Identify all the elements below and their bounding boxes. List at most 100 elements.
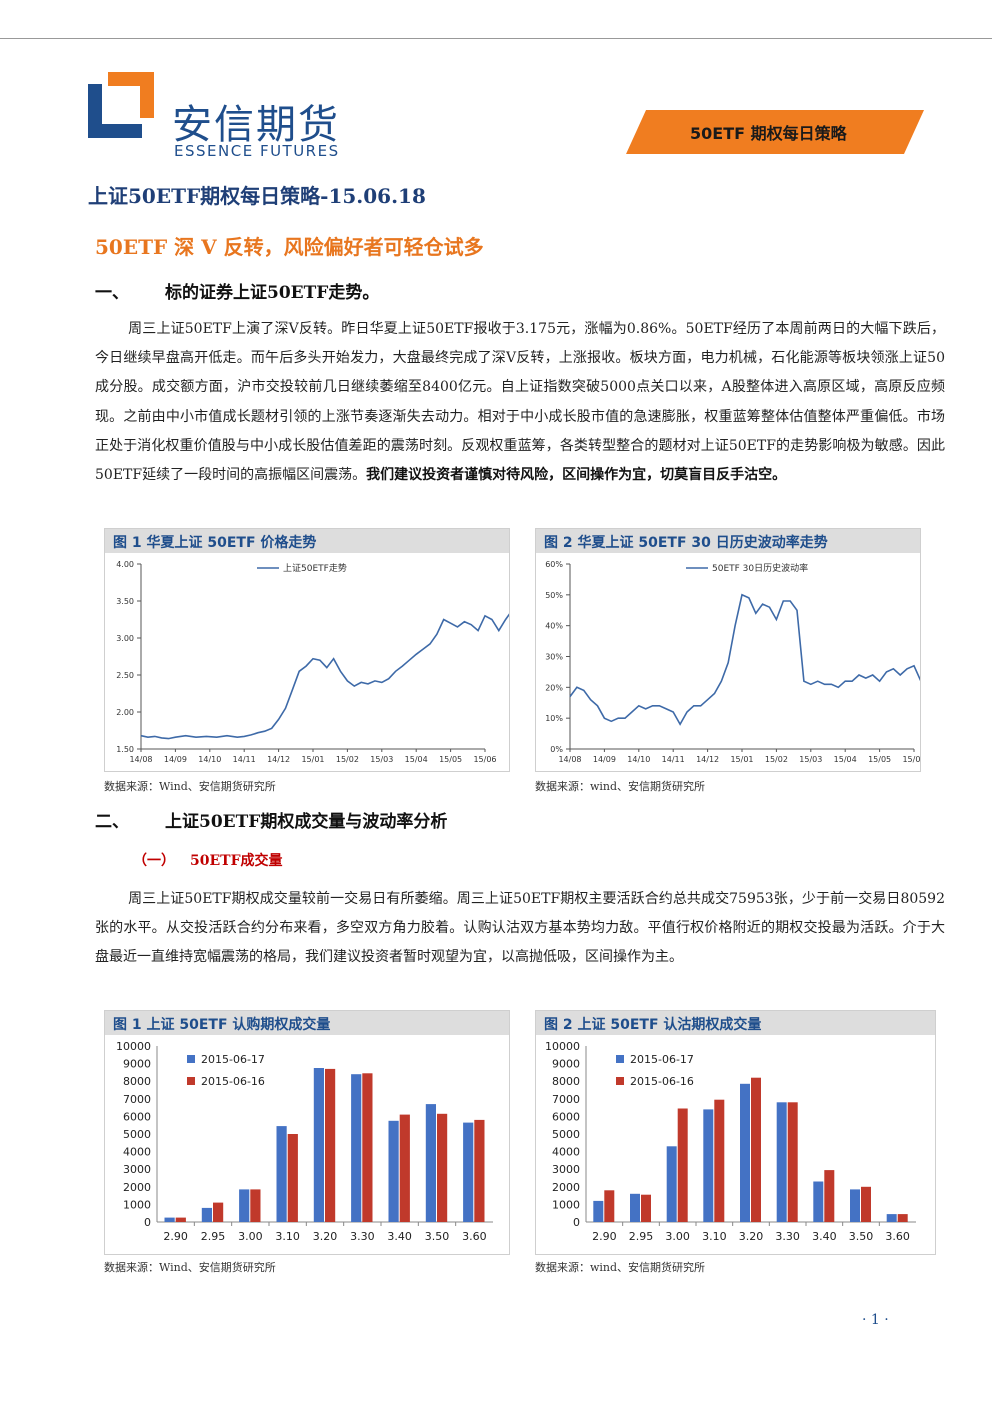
- bar-2015-06-17: [630, 1193, 640, 1222]
- x-tick-label: 3.40: [387, 1230, 412, 1243]
- x-tick-label: 14/08: [558, 755, 581, 764]
- x-tick-label: 15/05: [868, 755, 891, 764]
- bar-2015-06-16: [437, 1113, 448, 1222]
- section2-text: 周三上证50ETF期权成交量较前一交易日有所萎缩。周三上证50ETF期权主要活跃…: [95, 891, 945, 966]
- x-tick-label: 3.30: [350, 1230, 375, 1243]
- x-tick-label: 14/12: [696, 755, 719, 764]
- brand-name-cn: 安信期货: [172, 102, 340, 148]
- bar-2015-06-16: [250, 1189, 261, 1222]
- figure-title: 图 2 华夏上证 50ETF 30 日历史波动率走势: [544, 535, 828, 551]
- bar-2015-06-17: [239, 1189, 250, 1222]
- document-title: 上证50ETF期权每日策略-15.06.18: [88, 184, 426, 208]
- legend-label: 2015-06-16: [630, 1075, 694, 1088]
- bar-2015-06-17: [886, 1214, 897, 1222]
- bar-2015-06-16: [641, 1194, 651, 1222]
- y-tick-label: 1000: [552, 1198, 580, 1211]
- y-tick-label: 8000: [552, 1075, 580, 1088]
- figure-source: 数据来源：Wind、安信期货研究所: [104, 1261, 276, 1274]
- legend-label: 2015-06-17: [201, 1053, 265, 1066]
- essence-futures-logo: [88, 72, 154, 138]
- bar-2015-06-17: [164, 1217, 175, 1222]
- bar-2015-06-16: [213, 1202, 224, 1222]
- bar-2015-06-17: [201, 1207, 212, 1222]
- x-tick-label: 15/06: [902, 755, 920, 764]
- x-tick-label: 3.10: [275, 1230, 300, 1243]
- x-tick-label: 14/11: [233, 755, 256, 764]
- bar-2015-06-16: [287, 1134, 298, 1222]
- call-volume-bar-chart: 1000090008000700060005000400030002000100…: [116, 1040, 493, 1243]
- put-volume-bar-chart: 1000090008000700060005000400030002000100…: [545, 1040, 916, 1243]
- figure-source: 数据来源：wind、安信期货研究所: [535, 1261, 706, 1274]
- bar-2015-06-16: [362, 1073, 373, 1222]
- x-tick-label: 15/01: [301, 755, 324, 764]
- bar-2015-06-17: [388, 1120, 399, 1222]
- y-tick-label: 3000: [123, 1163, 151, 1176]
- x-tick-label: 3.40: [812, 1230, 837, 1243]
- volatility-line-chart: 60% 50% 40% 30% 20% 10% 0%14/08 14/09 14/10 14/11…: [545, 560, 920, 764]
- bar-2015-06-17: [776, 1102, 787, 1222]
- bar-2015-06-16: [175, 1217, 186, 1222]
- y-tick-label: 60%: [545, 560, 563, 569]
- figure-title: 图 1 上证 50ETF 认购期权成交量: [113, 1017, 331, 1033]
- y-tick-label: 5000: [123, 1128, 151, 1141]
- x-tick-label: 15/03: [799, 755, 822, 764]
- x-tick-label: 2.95: [629, 1230, 654, 1243]
- y-tick-label: 2000: [123, 1181, 151, 1194]
- x-tick-label: 14/11: [662, 755, 685, 764]
- y-tick-label: 5000: [552, 1128, 580, 1141]
- y-tick-label: 3000: [552, 1163, 580, 1176]
- y-tick-label: 4000: [123, 1146, 151, 1159]
- x-tick-label: 15/02: [336, 755, 359, 764]
- bar-2015-06-17: [666, 1146, 677, 1222]
- legend-label: 50ETF 30日历史波动率: [712, 562, 808, 574]
- legend-swatch: [616, 1055, 624, 1063]
- section1-text: 周三上证50ETF上演了深V反转。昨日华夏上证50ETF报收于3.175元，涨幅…: [95, 321, 945, 484]
- y-tick-label: 10000: [545, 1040, 580, 1053]
- page-number: · 1 ·: [862, 1312, 889, 1328]
- y-tick-label: 10%: [545, 714, 563, 723]
- section1-paragraph: 周三上证50ETF上演了深V反转。昨日华夏上证50ETF报收于3.175元，涨幅…: [95, 315, 945, 490]
- bar-2015-06-17: [425, 1104, 436, 1222]
- bar-2015-06-16: [861, 1186, 871, 1222]
- y-tick-label: 2000: [552, 1181, 580, 1194]
- y-tick-label: 1000: [123, 1198, 151, 1211]
- x-tick-label: 15/02: [765, 755, 788, 764]
- legend-label: 2015-06-16: [201, 1075, 265, 1088]
- bar-2015-06-17: [313, 1068, 324, 1222]
- series-line: [569, 593, 920, 726]
- legend-swatch: [187, 1055, 195, 1063]
- x-tick-label: 3.10: [702, 1230, 727, 1243]
- y-tick-label: 3.00: [116, 634, 134, 643]
- x-tick-label: 3.50: [425, 1230, 450, 1243]
- bar-2015-06-16: [325, 1068, 336, 1222]
- x-tick-label: 15/05: [439, 755, 462, 764]
- y-tick-label: 7000: [552, 1093, 580, 1106]
- x-tick-label: 14/10: [627, 755, 650, 764]
- bar-2015-06-16: [399, 1114, 410, 1222]
- banner-text: 50ETF 期权每日策略: [690, 124, 847, 143]
- top-divider: [0, 38, 992, 39]
- x-tick-label: 15/04: [834, 755, 857, 764]
- bar-2015-06-17: [593, 1200, 604, 1222]
- x-tick-label: 14/10: [198, 755, 221, 764]
- y-tick-label: 6000: [123, 1110, 151, 1123]
- x-tick-label: 2.95: [201, 1230, 226, 1243]
- legend-swatch: [616, 1077, 624, 1085]
- x-tick-label: 3.20: [313, 1230, 338, 1243]
- x-tick-label: 14/09: [164, 755, 187, 764]
- y-tick-label: 6000: [552, 1110, 580, 1123]
- legend-swatch: [187, 1077, 195, 1085]
- bar-2015-06-16: [751, 1077, 761, 1222]
- x-tick-label: 3.20: [739, 1230, 764, 1243]
- x-tick-label: 3.50: [849, 1230, 874, 1243]
- section2-number: 二、: [95, 812, 129, 832]
- bar-2015-06-17: [351, 1074, 362, 1222]
- subsection-number: （一）: [133, 853, 175, 869]
- section1-title: 标的证券上证50ETF走势。: [165, 283, 380, 303]
- y-tick-label: 4000: [552, 1146, 580, 1159]
- y-tick-label: 40%: [545, 622, 563, 631]
- section1-number: 一、: [95, 283, 129, 303]
- bar-2015-06-17: [703, 1109, 714, 1222]
- legend-label: 2015-06-17: [630, 1053, 694, 1066]
